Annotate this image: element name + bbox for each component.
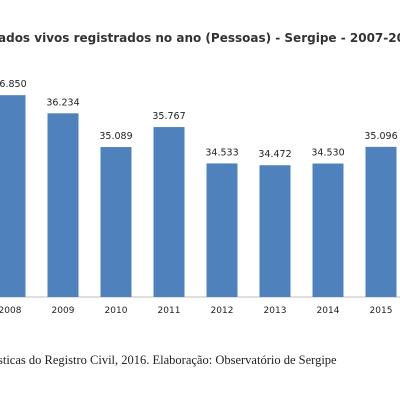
x-tick-label: 2009 [52, 306, 75, 316]
bar [100, 147, 132, 297]
bar [312, 163, 344, 297]
value-label: 36.850 [0, 79, 27, 90]
chart-title: ados vivos registrados no ano (Pessoas) … [0, 31, 400, 45]
bar [259, 165, 291, 297]
x-tick-label: 2013 [264, 306, 287, 316]
bar [206, 163, 238, 297]
value-label: 34.472 [258, 149, 291, 160]
x-tick-label: 2015 [370, 306, 393, 316]
value-label: 35.096 [364, 131, 397, 142]
x-tick-label: 2011 [158, 306, 181, 316]
value-label: 35.767 [152, 111, 185, 122]
source-note: sticas do Registro Civil, 2016. Elaboraç… [0, 353, 337, 367]
bar [0, 95, 26, 297]
bar [153, 127, 185, 297]
value-label: 34.533 [205, 147, 238, 158]
bar [365, 146, 397, 297]
value-label: 36.234 [46, 97, 79, 108]
bar [47, 113, 79, 297]
x-tick-label: 2010 [105, 306, 128, 316]
x-tick-label: 2014 [317, 306, 340, 316]
x-tick-label: 2012 [211, 306, 234, 316]
x-tick-label: 2008 [0, 306, 22, 316]
value-label: 35.089 [99, 131, 132, 142]
value-label: 34.530 [311, 148, 344, 159]
